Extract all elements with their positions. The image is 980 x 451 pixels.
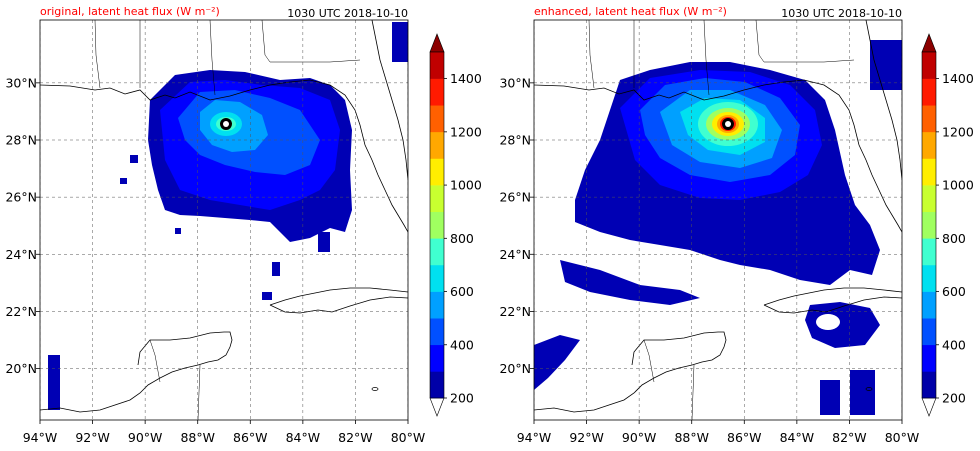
left-xtick-label: 84°W (286, 430, 321, 445)
left-colorbar-segment (430, 158, 444, 186)
left-colorbar-frame (429, 51, 445, 399)
right-colorbar-min-extension (921, 397, 937, 417)
right-colorbar-max-extension (921, 33, 937, 53)
right-colorbar-segment (922, 211, 936, 239)
right-title: enhanced, latent heat flux (W m⁻²) (534, 5, 727, 18)
left-axis-ticks: 94°W 92°W 90°W 88°W 86°W 84°W 82°W 80°W 20°N 22°N… (5, 75, 425, 445)
left-xtick-label: 88°W (180, 430, 215, 445)
left-flux-field (48, 22, 408, 410)
right-colorbar-label: 1400 (942, 71, 974, 86)
right-ytick-label: 22°N (499, 304, 531, 319)
left-ytick-label: 20°N (5, 361, 37, 376)
right-xtick-label: 88°W (674, 430, 709, 445)
left-colorbar-segment (430, 264, 444, 292)
left-ytick-label: 24°N (5, 247, 37, 262)
right-colorbar-segment (922, 264, 936, 292)
right-colorbar-label: 1000 (942, 178, 974, 193)
right-ytick-label: 30°N (499, 75, 531, 90)
left-xtick-label: 92°W (75, 430, 110, 445)
right-colorbar-segment (922, 185, 936, 212)
right-grid (534, 20, 902, 420)
left-colorbar: 200 400 600 800 1000 1200 1400 (429, 33, 482, 417)
right-colorbar-segment (922, 318, 936, 346)
left-title: original, latent heat flux (W m⁻²) (40, 5, 220, 18)
left-colorbar-label: 600 (450, 284, 474, 299)
right-flux-field (534, 40, 902, 415)
left-colorbar-label: 1000 (450, 178, 482, 193)
left-colorbar-max-extension (429, 33, 445, 53)
left-colorbar-segment (430, 318, 444, 346)
left-xtick-label: 86°W (233, 430, 268, 445)
left-colorbar-label: 1400 (450, 71, 482, 86)
right-colorbar-segment (922, 291, 936, 319)
left-colorbar-label: 200 (450, 391, 474, 406)
left-xtick-label: 90°W (128, 430, 163, 445)
right-colorbar-segment (922, 105, 936, 133)
right-colorbar-segment (922, 238, 936, 266)
left-ytick-label: 22°N (5, 304, 37, 319)
left-colorbar-label: 1200 (450, 124, 482, 139)
left-ytick-label: 30°N (5, 75, 37, 90)
right-colorbar: 200 400 600 800 1000 1200 1400 (921, 33, 974, 417)
left-xtick-label: 80°W (391, 430, 426, 445)
right-colorbar-frame (921, 51, 937, 399)
left-colorbar-label: 400 (450, 337, 474, 352)
right-xtick-label: 82°W (832, 430, 867, 445)
left-colorbar-segment (430, 344, 444, 372)
right-colorbar-segment (922, 131, 936, 159)
left-colorbar-segment (430, 185, 444, 212)
left-colorbar-segment (430, 105, 444, 133)
right-colorbar-segment (922, 371, 936, 399)
right-xtick-label: 90°W (622, 430, 657, 445)
right-colorbar-segment (922, 52, 936, 79)
left-xtick-label: 94°W (23, 430, 58, 445)
left-colorbar-label: 800 (450, 231, 474, 246)
right-xtick-label: 84°W (780, 430, 815, 445)
right-colorbar-label: 800 (942, 231, 966, 246)
left-grid (40, 20, 408, 420)
left-colorbar-segment (430, 131, 444, 159)
left-colorbar-segment (430, 291, 444, 319)
right-ytick-label: 20°N (499, 361, 531, 376)
right-xtick-label: 92°W (569, 430, 604, 445)
right-timestamp: 1030 UTC 2018-10-10 (781, 7, 902, 20)
right-xtick-label: 86°W (727, 430, 762, 445)
left-timestamp: 1030 UTC 2018-10-10 (287, 7, 408, 20)
right-xtick-label: 80°W (885, 430, 920, 445)
right-map-panel: enhanced, latent heat flux (W m⁻²) 1030 … (499, 5, 919, 445)
left-colorbar-min-extension (429, 397, 445, 417)
right-colorbar-label: 600 (942, 284, 966, 299)
right-colorbar-segment (922, 344, 936, 372)
left-colorbar-segment (430, 371, 444, 399)
right-ytick-label: 24°N (499, 247, 531, 262)
right-ytick-label: 26°N (499, 190, 531, 205)
left-ytick-label: 28°N (5, 133, 37, 148)
right-colorbar-label: 200 (942, 391, 966, 406)
left-colorbar-segment (430, 52, 444, 79)
right-xtick-label: 94°W (517, 430, 552, 445)
left-ytick-label: 26°N (5, 190, 37, 205)
left-colorbar-segment (430, 78, 444, 106)
right-colorbar-segment (922, 158, 936, 186)
left-xtick-label: 82°W (338, 430, 373, 445)
left-map-panel: original, latent heat flux (W m⁻²) 1030 … (5, 5, 425, 445)
right-axis-ticks: 94°W 92°W 90°W 88°W 86°W 84°W 82°W 80°W 20°N 22°N… (499, 75, 919, 445)
right-ytick-label: 28°N (499, 133, 531, 148)
right-colorbar-label: 400 (942, 337, 966, 352)
left-colorbar-segment (430, 211, 444, 239)
right-colorbar-segment (922, 78, 936, 106)
left-colorbar-segment (430, 238, 444, 266)
right-colorbar-label: 1200 (942, 124, 974, 139)
